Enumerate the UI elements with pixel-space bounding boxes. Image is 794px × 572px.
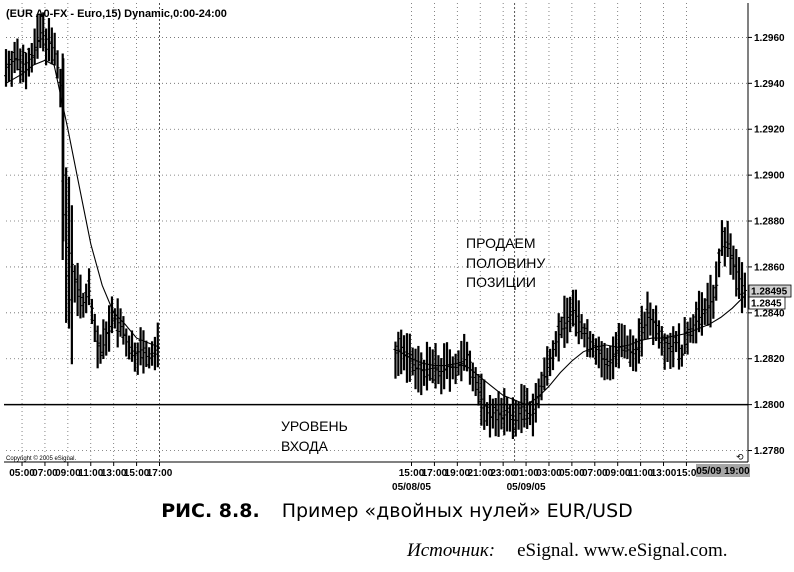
figure-caption: РИС. 8.8. Пример «двойных нулей» EUR/USD <box>0 500 794 522</box>
ma-price-box <box>748 296 786 310</box>
moving-average-line <box>5 59 747 406</box>
chart-title: (EUR A0-FX - Euro,15) Dynamic,0:00-24:00 <box>6 8 227 20</box>
annotation-sell-line: ПРОДАЕМ <box>466 235 536 251</box>
x-tick-label: 05:00 <box>559 468 585 479</box>
y-axis-ticks: 1.2780 1.2800 1.2820 1.2840 1.2860 1.2880 1.29… <box>748 33 785 457</box>
x-tick-label: 17:00 <box>422 468 448 479</box>
plot-area <box>4 3 748 462</box>
y-tick-label: 1.2960 <box>754 33 785 44</box>
last-time-label-box <box>696 464 750 477</box>
x-tick-label: 21:00 <box>467 468 493 479</box>
x-tick-label: 05:00 <box>9 468 35 479</box>
x-tick-label: 15:0 <box>676 468 696 479</box>
figure-number: РИС. 8.8. <box>161 500 260 522</box>
x-tick-label: 07:00 <box>582 468 608 479</box>
x-tick-label: 13:00 <box>651 468 677 479</box>
x-tick-label: 17:00 <box>147 468 173 479</box>
x-tick-label: 19:00 <box>445 468 471 479</box>
figure-title: Пример «двойных нулей» EUR/USD <box>281 500 633 522</box>
y-tick-label: 1.2800 <box>754 400 785 411</box>
scroll-icon[interactable]: ⟲ <box>736 453 744 463</box>
x-tick-label: 15:00 <box>124 468 150 479</box>
y-tick-label: 1.2900 <box>754 171 785 182</box>
x-axis-dates: 05/08/05 05/09/05 <box>392 482 546 493</box>
y-tick-label: 1.2820 <box>754 354 785 365</box>
x-tick-label: 11:00 <box>628 468 653 479</box>
x-axis-date-label: 05/09/05 <box>507 482 546 493</box>
x-tick-label: 01:00 <box>513 468 539 479</box>
x-tick-label: 09:00 <box>55 468 81 479</box>
last-time-label: 05/09 19:00 <box>696 466 750 477</box>
x-tick-label: 13:00 <box>101 468 127 479</box>
annotation-sell-line: ПОЛОВИНУ <box>466 255 545 271</box>
x-tick-label: 09:00 <box>605 468 631 479</box>
y-tick-label: 1.2780 <box>754 446 785 457</box>
annotation-entry-line: ВХОДА <box>281 438 329 454</box>
copyright-text: Copyright © 2005 eSignal. <box>6 455 76 462</box>
source-text: eSignal. www.eSignal.com. <box>517 540 728 561</box>
annotation-sell-line: ПОЗИЦИИ <box>466 274 536 290</box>
price-bars <box>4 12 747 439</box>
annotation-sell: ПРОДАЕМ ПОЛОВИНУ ПОЗИЦИИ <box>466 235 545 290</box>
y-tick-label: 1.2940 <box>754 79 785 90</box>
annotation-entry: УРОВЕНЬ ВХОДА <box>281 418 348 454</box>
x-tick-label: 15:00 <box>399 468 425 479</box>
session-separators <box>159 3 516 462</box>
y-tick-label: 1.2880 <box>754 217 785 228</box>
price-chart: 1.2780 1.2800 1.2820 1.2840 1.2860 1.2880 1.29… <box>4 3 792 493</box>
ma-price-label: 1.2845 <box>751 299 782 310</box>
annotation-entry-line: УРОВЕНЬ <box>281 418 348 434</box>
y-tick-label: 1.2920 <box>754 125 785 136</box>
x-tick-label: 23:00 <box>490 468 516 479</box>
y-tick-label: 1.2840 <box>754 308 785 319</box>
x-tick-label: 07:00 <box>32 468 58 479</box>
x-tick-label: 03:00 <box>536 468 562 479</box>
source-line: Источник: eSignal. www.eSignal.com. <box>407 540 727 562</box>
x-tick-label: 11:00 <box>78 468 103 479</box>
x-axis-date-label: 05/08/05 <box>392 482 431 493</box>
source-label: Источник: <box>407 540 496 561</box>
y-tick-label: 1.2860 <box>754 262 785 273</box>
current-price-label: 1.28495 <box>751 287 788 298</box>
